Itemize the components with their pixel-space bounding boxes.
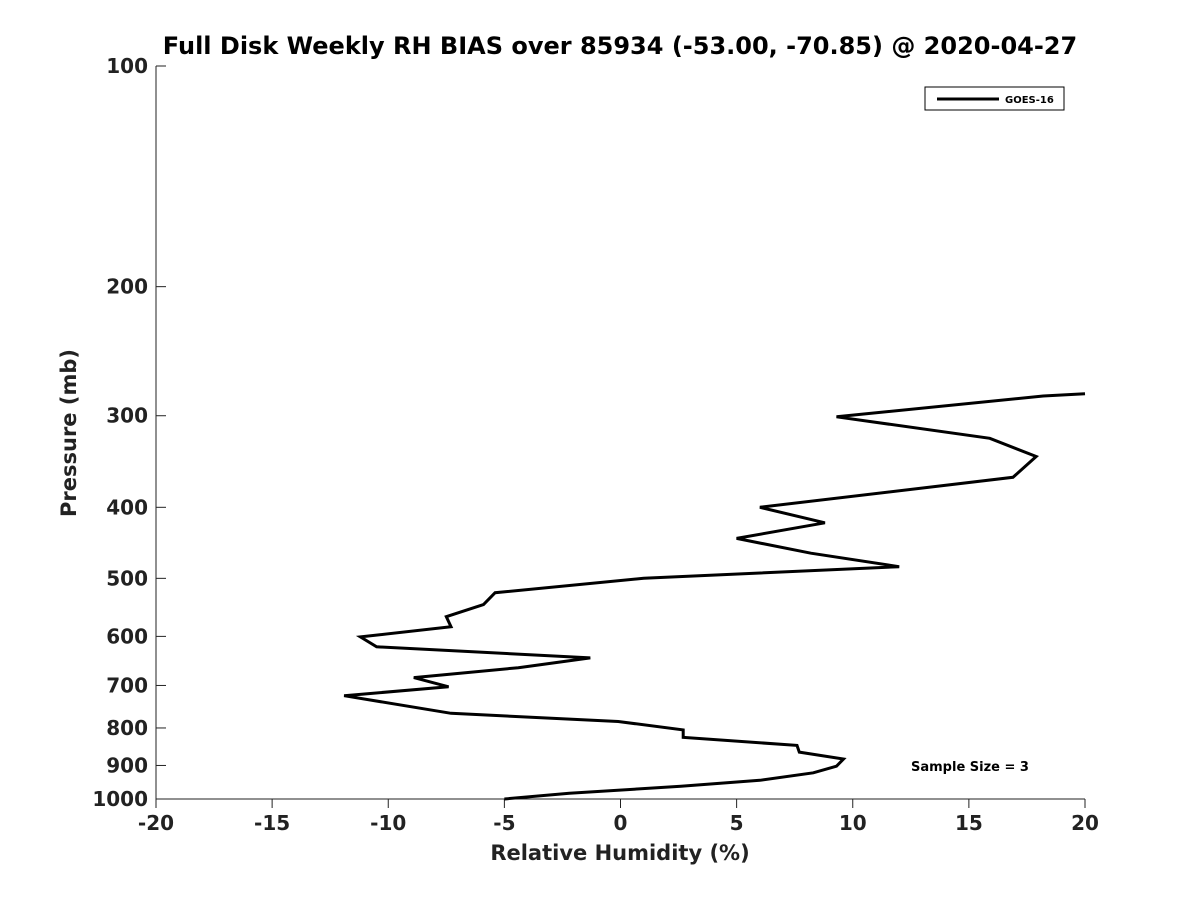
y-tick-label: 300 (106, 404, 148, 428)
x-tick-label: 20 (1071, 811, 1099, 835)
y-tick-label: 1000 (92, 787, 148, 811)
x-tick-label: 5 (730, 811, 744, 835)
x-tick-label: -20 (138, 811, 174, 835)
y-tick-label: 200 (106, 275, 148, 299)
y-tick-label: 700 (106, 673, 148, 697)
legend-label-goes-16: GOES-16 (1005, 95, 1054, 106)
series-layer (343, 392, 1086, 801)
x-axis-ticks: -20 -15 -10 -5 0 5 10 15 20 (138, 799, 1099, 835)
legend: GOES-16 (924, 86, 1065, 111)
y-axis-label: Pressure (mb) (57, 349, 81, 517)
x-tick-label: 0 (614, 811, 628, 835)
x-axis-label: Relative Humidity (%) (490, 841, 749, 865)
x-tick-label: 15 (955, 811, 983, 835)
chart-title: Full Disk Weekly RH BIAS over 85934 (-53… (163, 32, 1077, 60)
y-axis-ticks: 100 200 300 400 500 600 700 800 900 1000 (92, 54, 166, 811)
y-tick-label: 800 (106, 716, 148, 740)
y-tick-label: 100 (106, 54, 148, 78)
y-tick-label: 900 (106, 753, 148, 777)
sample-size-annotation: Sample Size = 3 (911, 760, 1029, 775)
series-line-goes-16 (343, 392, 1086, 801)
y-tick-label: 500 (106, 566, 148, 590)
x-tick-label: -15 (254, 811, 290, 835)
y-tick-label: 600 (106, 624, 148, 648)
x-tick-label: 10 (839, 811, 867, 835)
x-tick-label: -5 (493, 811, 515, 835)
x-tick-label: -10 (370, 811, 406, 835)
y-tick-label: 400 (106, 495, 148, 519)
